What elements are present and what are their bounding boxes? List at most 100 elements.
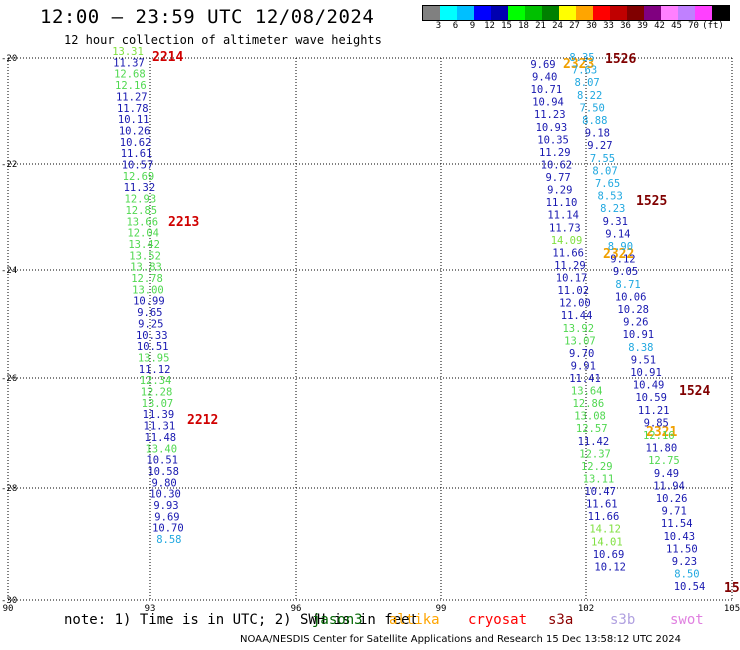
wave-height-value: 11.29	[539, 147, 571, 159]
lon-label: 99	[436, 604, 447, 614]
colorbar-tick: 6	[452, 21, 459, 31]
wave-height-value: 11.48	[144, 432, 176, 444]
wave-height-value: 10.51	[137, 341, 169, 353]
wave-height-value: 12.00	[559, 298, 591, 310]
wave-height-value: 13.95	[138, 352, 170, 364]
colorbar-tick: 45	[671, 21, 682, 31]
colorbar-swatch	[423, 6, 440, 20]
wave-height-value: 10.47	[584, 486, 616, 498]
wave-height-value: 8.71	[615, 279, 640, 291]
wave-height-value: 9.80	[151, 477, 176, 489]
wave-height-value: 14.01	[591, 536, 623, 548]
wave-height-value: 14.09	[551, 235, 583, 247]
colorbar-swatch	[559, 6, 576, 20]
wave-height-value: 12.78	[131, 273, 163, 285]
colorbar-tick: 3	[435, 21, 442, 31]
chart-title: 12:00 – 23:59 UTC 12/08/2024	[40, 6, 375, 28]
grid-lines	[7, 57, 733, 601]
wave-height-value: 10.69	[593, 549, 625, 561]
wave-height-value: 12.04	[127, 228, 159, 240]
wave-height-value: 11.21	[638, 405, 670, 417]
colorbar-swatch	[491, 6, 508, 20]
colorbar-swatch	[712, 6, 729, 20]
lon-label: 93	[145, 604, 156, 614]
wave-height-value: 7.55	[590, 153, 615, 165]
wave-height-value: 8.22	[577, 90, 602, 102]
lat-label: -20	[1, 54, 17, 64]
wave-height-value: 9.18	[585, 128, 610, 140]
wave-height-value: 11.02	[557, 285, 589, 297]
wave-height-value: 7.63	[572, 65, 597, 77]
track-time-label: 2212	[187, 413, 218, 428]
wave-height-value: 10.17	[556, 273, 588, 285]
wave-height-value: 10.30	[149, 489, 181, 501]
wave-height-value: 9.65	[137, 307, 162, 319]
wave-height-value: 10.26	[656, 493, 688, 505]
colorbar-tick: 33	[603, 21, 614, 31]
colorbar-tick: 30	[586, 21, 597, 31]
wave-height-value: 9.49	[654, 468, 679, 480]
track-time-label: 15	[724, 581, 740, 596]
wave-height-value: 9.77	[545, 172, 570, 184]
wave-height-value: 7.65	[595, 178, 620, 190]
wave-height-value: 8.90	[608, 241, 633, 253]
wave-height-value: 9.27	[587, 140, 612, 152]
wave-height-value: 10.06	[615, 291, 647, 303]
wave-height-value: 8.35	[569, 52, 594, 64]
wave-height-value: 9.26	[623, 317, 648, 329]
lat-label: -28	[1, 484, 17, 494]
note-text: note: 1) Time is in UTC; 2) SWH is in fe…	[64, 612, 419, 628]
track-time-label: 2214	[152, 50, 183, 65]
wave-height-value: 10.43	[663, 531, 695, 543]
colorbar-tick: 36	[620, 21, 631, 31]
colorbar-swatch	[644, 6, 661, 20]
wave-height-value: 12.34	[140, 375, 172, 387]
colorbar-ticks: 3 6 9 12 15 18 21 24 27 30 33 36 39 42 45 70 (ft)	[422, 21, 724, 31]
footer-credit: NOAA/NESDIS Center for Satellite Applica…	[240, 634, 682, 645]
wave-height-value: 13.31	[112, 46, 144, 58]
legend-altika: altika	[389, 612, 440, 628]
wave-height-value: 11.39	[143, 409, 175, 421]
wave-height-value: 8.58	[156, 534, 181, 546]
wave-height-value: 11.44	[561, 310, 593, 322]
wave-height-value: 12.75	[648, 455, 680, 467]
colorbar-tick: 18	[518, 21, 529, 31]
wave-height-value: 9.12	[610, 254, 635, 266]
lat-label: -26	[1, 374, 17, 384]
wave-height-value: 10.71	[531, 84, 563, 96]
colorbar-tick: 27	[569, 21, 580, 31]
wave-height-value: 11.23	[534, 109, 566, 121]
wave-height-value: 11.37	[113, 57, 145, 69]
colorbar-swatch	[525, 6, 542, 20]
wave-height-value: 11.61	[586, 499, 618, 511]
colorbar-tick: 15	[501, 21, 512, 31]
wave-height-value: 12.37	[579, 448, 611, 460]
wave-height-value: 9.05	[613, 266, 638, 278]
wave-height-value: 11.27	[116, 91, 148, 103]
colorbar-tick: 42	[654, 21, 665, 31]
wave-height-value: 10.35	[537, 134, 569, 146]
wave-height-value: 9.40	[532, 72, 557, 84]
wave-height-value: 13.00	[132, 284, 164, 296]
colorbar-swatch	[678, 6, 695, 20]
wave-height-value: 12.29	[581, 461, 613, 473]
colorbar	[422, 5, 730, 21]
wave-height-value: 8.07	[574, 77, 599, 89]
lat-labels: -20 -22 -24 -26 -28 -30	[1, 54, 17, 606]
wave-height-value: 11.14	[547, 210, 579, 222]
wave-height-value: 13.08	[574, 411, 606, 423]
track-time-label: 1526	[605, 52, 636, 67]
colorbar-swatch	[542, 6, 559, 20]
track-right: 8.357.638.078.227.508.889.189.277.558.07…	[569, 52, 739, 596]
wave-height-value: 9.31	[603, 216, 628, 228]
wave-height-value: 12.28	[141, 387, 173, 399]
wave-height-value: 13.07	[564, 335, 596, 347]
colorbar-tick: 24	[552, 21, 563, 31]
wave-height-value: 10.91	[623, 329, 655, 341]
wave-height-value: 9.70	[569, 348, 594, 360]
legend-s3a: s3a	[548, 612, 574, 628]
track-time-label: 2323	[563, 57, 594, 72]
legend-cryosat: cryosat	[468, 612, 528, 628]
chart-subtitle: 12 hour collection of altimeter wave hei…	[64, 33, 382, 47]
wave-height-value: 7.50	[580, 102, 605, 114]
